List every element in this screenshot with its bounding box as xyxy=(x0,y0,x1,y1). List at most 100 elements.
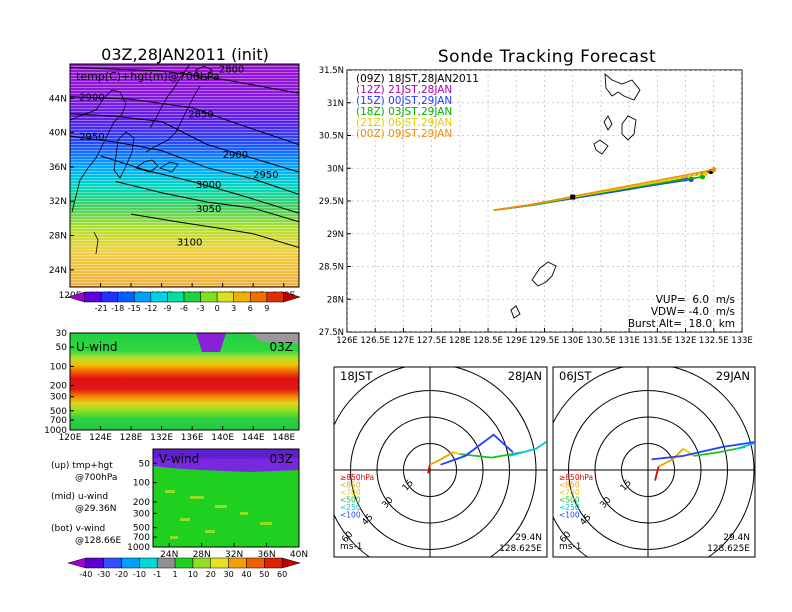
colorbar-tick-label: -10 xyxy=(133,570,146,579)
contour-label: 2950 xyxy=(253,170,278,181)
legend-entry: (00Z) 09JST,29JAN xyxy=(356,128,452,140)
track-line xyxy=(493,168,714,211)
contour-label: 2950 xyxy=(79,132,104,143)
level-legend-entry: <500 xyxy=(340,496,361,505)
colorbar-swatch xyxy=(150,291,168,303)
v-wind-title: V-wind xyxy=(159,452,199,466)
x-tick-label: 132E xyxy=(150,433,173,443)
colorbar-swatch xyxy=(100,291,118,303)
x-tick-label: 120E xyxy=(59,291,82,301)
hodograph-frame xyxy=(333,366,548,558)
hodograph-segment xyxy=(427,464,431,474)
y-tick-label: 36N xyxy=(49,163,67,173)
launch-marker xyxy=(570,194,576,200)
colorbar-tick-label: 9 xyxy=(264,304,269,313)
annotation-vdw: VDW= -4.0 m/s xyxy=(651,306,735,318)
colorbar-tick-label: 30 xyxy=(224,570,234,579)
side-legend-bot-level: @128.66E xyxy=(75,536,121,546)
legend-entry: (18Z) 03JST,29JAN xyxy=(356,106,452,118)
x-tick-label: 140E xyxy=(211,433,234,443)
side-legend-mid: (mid) u-wind xyxy=(51,492,108,502)
y-tick-label: 100 xyxy=(50,362,67,372)
colorbar-swatch xyxy=(156,557,176,569)
level-legend-entry: <500 xyxy=(559,496,580,505)
x-tick-label: 148E xyxy=(272,433,295,443)
units-label: ms-1 xyxy=(559,542,581,552)
position-lon: 128.625E xyxy=(707,544,750,554)
height-contour-line xyxy=(70,135,299,195)
colorbar-tick-label: 10 xyxy=(188,570,198,579)
colorbar-swatch xyxy=(216,291,234,303)
u-wind-section: U-wind 03Z 120E 124E 128E 132E 136E 140E 144E 1… xyxy=(44,329,300,443)
level-legend-entry: <100 xyxy=(559,511,580,520)
x-tick-label: 127E xyxy=(393,336,415,346)
side-legend-bot: (bot) v-wind xyxy=(51,524,105,534)
hodograph-segment xyxy=(429,451,454,466)
colorbar-tick-label: 6 xyxy=(248,304,253,313)
colorbar-swatch xyxy=(121,557,140,569)
x-tick-label: 128E xyxy=(120,433,143,443)
x-tick-label: 130.5E xyxy=(586,336,616,346)
y-tick-label: 1000 xyxy=(44,426,67,436)
colorbar-tick-label: 50 xyxy=(259,570,269,579)
y-tick-label: 27.5N xyxy=(319,328,344,338)
colorbar-tick-label: -15 xyxy=(128,304,141,313)
colorbar-swatch xyxy=(103,557,122,569)
v-wind-specks xyxy=(165,490,272,539)
height-contour-line xyxy=(100,155,299,214)
contour-label: 3000 xyxy=(196,180,221,191)
colorbar-tick-label: -3 xyxy=(197,304,205,313)
x-tick-label: 127.5E xyxy=(417,336,447,346)
y-tick-label: 31.5N xyxy=(319,66,344,76)
y-tick-label: 300 xyxy=(133,509,150,519)
height-contour-line xyxy=(131,213,299,248)
level-legend-entry: ≥850hPa xyxy=(340,473,374,482)
colorbar-tick-label: -6 xyxy=(180,304,188,313)
colorbar-tick-label: 0 xyxy=(215,304,220,313)
x-tick-label: 131.5E xyxy=(642,336,672,346)
x-tick-label: 40N xyxy=(290,550,308,560)
colorbar-swatch xyxy=(283,291,301,303)
hodograph-frame xyxy=(552,366,756,558)
y-tick-label: 500 xyxy=(50,407,67,417)
x-tick-label: 32N xyxy=(225,550,243,560)
x-tick-label: 144E xyxy=(242,433,265,443)
hodograph-date-label: 28JAN xyxy=(508,369,542,383)
contour-label: 2900 xyxy=(223,150,248,161)
u-wind-time: 03Z xyxy=(270,340,294,354)
x-tick-label: 124E xyxy=(89,433,112,443)
y-tick-label: 28N xyxy=(327,295,344,305)
tracking-axes: 126E 126.5E 127E 127.5E 128E 128.5E 129E 129.5E… xyxy=(319,66,753,346)
x-tick-label: 136E xyxy=(181,433,204,443)
colorbar-tick-label: -18 xyxy=(111,304,124,313)
hodograph-time-label: 06JST xyxy=(559,369,592,383)
colorbar-tick-label: 40 xyxy=(241,570,251,579)
legend-entry: (21Z) 06JST,29JAN xyxy=(356,117,452,129)
x-tick-label: 28N xyxy=(193,550,211,560)
y-tick-label: 50 xyxy=(139,459,151,469)
v-wind-blue-band xyxy=(153,449,299,459)
colorbar-swatch xyxy=(210,557,229,569)
track-lines xyxy=(493,166,717,211)
y-tick-label: 24N xyxy=(49,266,67,276)
annotation-vup: VUP= 6.0 m/s xyxy=(656,294,735,306)
height-contours: 2800 2900 2950 2850 2900 2950 3000 3050 3100 xyxy=(70,64,299,249)
colorbar-swatch xyxy=(117,291,135,303)
hodograph-segment xyxy=(651,441,755,461)
level-legend-entry: <250 xyxy=(559,503,580,512)
contour-label: 3100 xyxy=(177,238,202,249)
colorbar-tick-label: -1 xyxy=(153,570,161,579)
contour-label: 3050 xyxy=(196,204,221,215)
colorbar-swatch xyxy=(192,557,212,569)
temperature-colorbar: -21 -18 -15 -12 -9 -6 -3 0 3 6 9 xyxy=(67,291,301,313)
colorbar-swatch xyxy=(228,557,247,569)
side-legend-up: (up) tmp+hgt xyxy=(51,461,113,471)
colorbar-swatch xyxy=(246,557,265,569)
y-tick-label: 28.5N xyxy=(319,263,344,273)
x-tick-label: 126E xyxy=(336,336,358,346)
colorbar-swatch xyxy=(67,557,87,569)
